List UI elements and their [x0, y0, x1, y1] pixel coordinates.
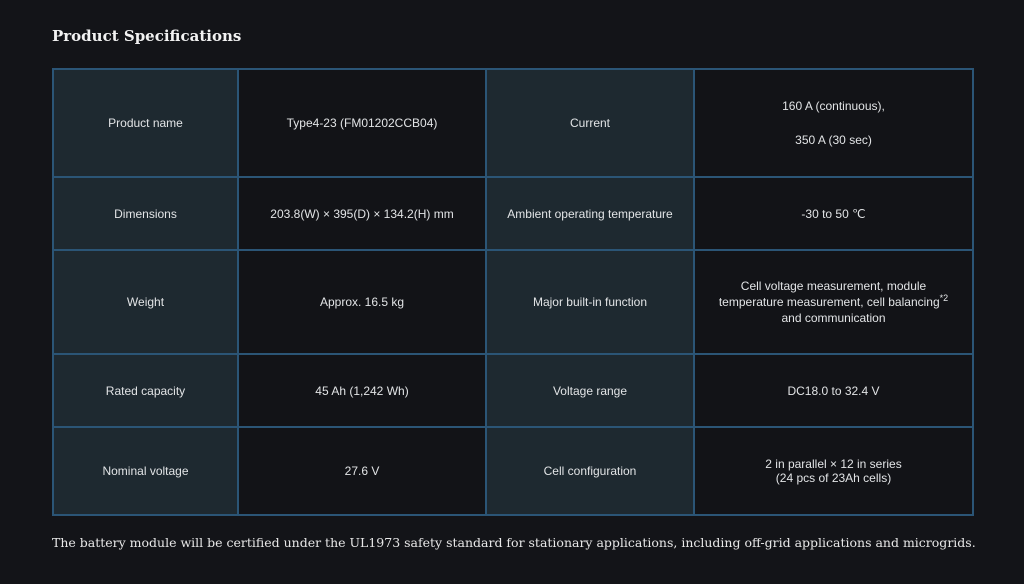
spec-label: Ambient operating temperature: [485, 176, 695, 251]
spec-label: Dimensions: [52, 176, 239, 251]
spec-value: Cell voltage measurement, module tempera…: [693, 249, 974, 355]
table-row: Weight Approx. 16.5 kg Major built-in fu…: [52, 249, 974, 355]
table-row: Nominal voltage 27.6 V Cell configuratio…: [52, 426, 974, 516]
table-row: Rated capacity 45 Ah (1,242 Wh) Voltage …: [52, 353, 974, 428]
spec-value: 27.6 V: [237, 426, 487, 516]
page-title: Product Specifications: [52, 27, 242, 45]
spec-table: Product name Type4-23 (FM01202CCB04) Cur…: [52, 68, 974, 516]
spec-label: Weight: [52, 249, 239, 355]
spec-value: 160 A (continuous), 350 A (30 sec): [693, 68, 974, 178]
footnote-ref: *2: [939, 293, 949, 303]
spec-label: Product name: [52, 68, 239, 178]
spec-value: 2 in parallel × 12 in series (24 pcs of 2…: [693, 426, 974, 516]
spec-value: -30 to 50 ℃: [693, 176, 974, 251]
spec-label: Rated capacity: [52, 353, 239, 428]
spec-label: Current: [485, 68, 695, 178]
spec-label: Major built-in function: [485, 249, 695, 355]
spec-value: Approx. 16.5 kg: [237, 249, 487, 355]
spec-value: DC18.0 to 32.4 V: [693, 353, 974, 428]
spec-label: Nominal voltage: [52, 426, 239, 516]
spec-label: Voltage range: [485, 353, 695, 428]
spec-value: Type4-23 (FM01202CCB04): [237, 68, 487, 178]
spec-value: 203.8(W) × 395(D) × 134.2(H) mm: [237, 176, 487, 251]
spec-value: 45 Ah (1,242 Wh): [237, 353, 487, 428]
footnote-text: The battery module will be certified und…: [52, 535, 976, 550]
table-row: Product name Type4-23 (FM01202CCB04) Cur…: [52, 68, 974, 178]
table-row: Dimensions 203.8(W) × 395(D) × 134.2(H) …: [52, 176, 974, 251]
spec-label: Cell configuration: [485, 426, 695, 516]
